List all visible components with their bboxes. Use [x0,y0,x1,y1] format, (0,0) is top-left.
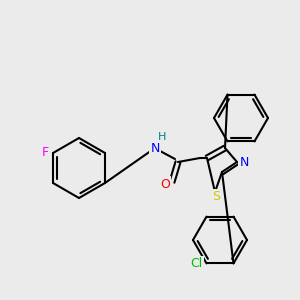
Text: S: S [212,190,220,203]
Text: Cl: Cl [190,257,202,270]
Text: N: N [150,142,160,154]
Text: O: O [160,178,170,190]
Text: N: N [239,157,249,169]
Text: H: H [158,132,166,142]
Text: F: F [41,146,49,160]
